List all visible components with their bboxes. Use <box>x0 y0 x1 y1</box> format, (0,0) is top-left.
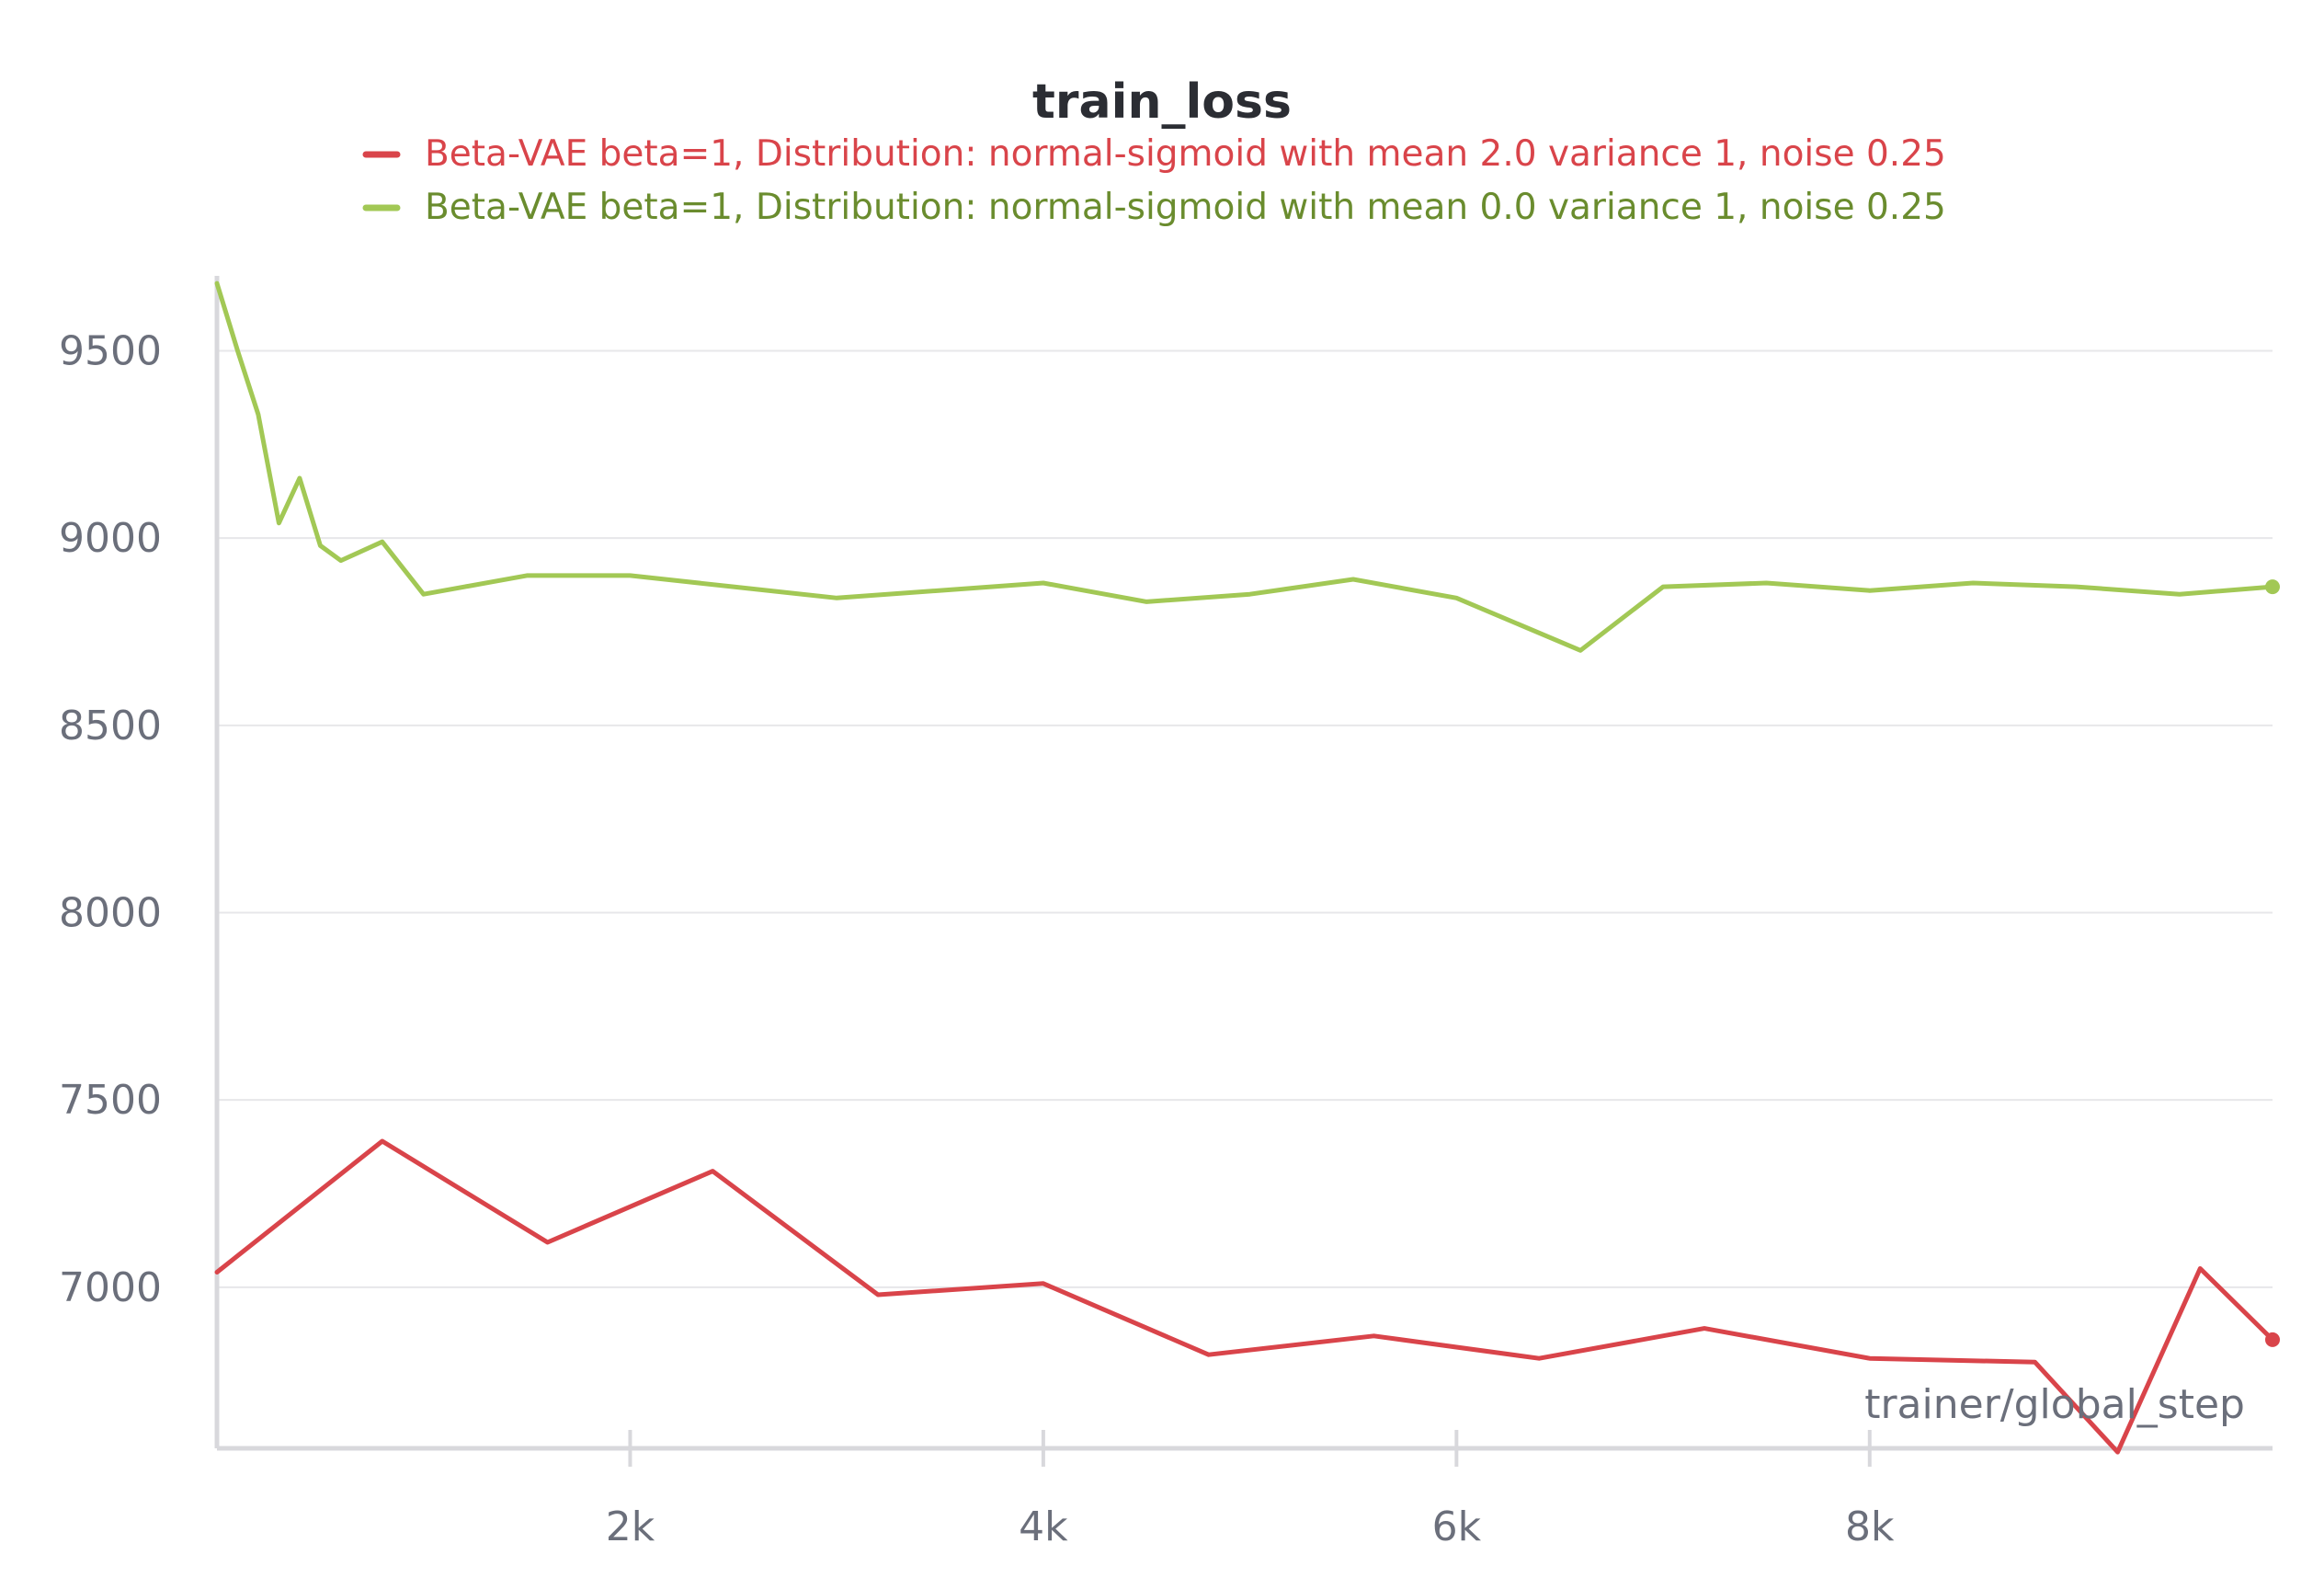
x-tick-label: 4k <box>1019 1503 1068 1550</box>
legend-label-1: Beta-VAE beta=1, Distribution: normal-si… <box>425 133 1946 175</box>
tick-labels: 7000 7500 8000 8500 9000 9500 2k 4k 6k 8k <box>59 327 1895 1550</box>
y-tick-label: 7000 <box>59 1264 162 1311</box>
x-tick-label: 6k <box>1432 1503 1482 1550</box>
legend: Beta-VAE beta=1, Distribution: normal-si… <box>362 133 1946 228</box>
y-tick-label: 8500 <box>59 703 162 749</box>
y-tick-label: 9000 <box>59 515 162 562</box>
x-tick-label: 2k <box>606 1503 655 1550</box>
series-end-marker-1 <box>2265 1332 2280 1347</box>
series-line-1 <box>214 1138 2275 1455</box>
x-axis-title: trainer/global_step <box>1864 1381 2245 1428</box>
y-tick-label: 9500 <box>59 327 162 374</box>
legend-label-2: Beta-VAE beta=1, Distribution: normal-si… <box>425 187 1946 228</box>
axes <box>214 276 2273 1467</box>
series-end-marker-2 <box>2265 579 2280 595</box>
series-line-2 <box>214 280 2275 653</box>
series-lines <box>214 280 2280 1455</box>
y-tick-label: 7500 <box>59 1077 162 1124</box>
x-tick-label: 8k <box>1845 1503 1895 1550</box>
grid-lines <box>217 349 2273 1288</box>
chart-title: train_loss <box>1032 74 1292 130</box>
y-tick-label: 8000 <box>59 889 162 936</box>
